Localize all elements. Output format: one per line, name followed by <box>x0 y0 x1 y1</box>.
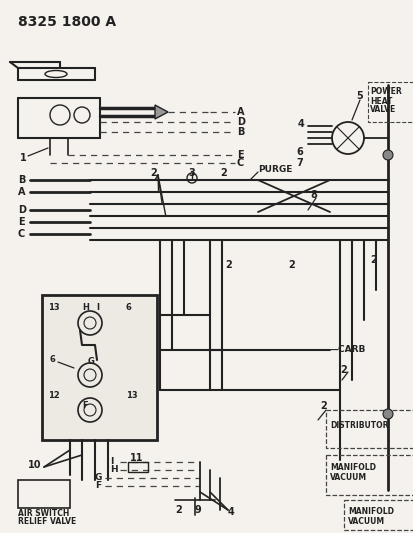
Bar <box>42 295 157 440</box>
Text: 13: 13 <box>48 303 59 312</box>
Text: 2: 2 <box>287 260 294 270</box>
Text: 11: 11 <box>130 453 143 463</box>
Bar <box>367 82 413 122</box>
Text: 1: 1 <box>20 153 27 163</box>
Text: POWER: POWER <box>369 87 401 96</box>
Text: AIR SWITCH: AIR SWITCH <box>18 508 69 518</box>
Bar <box>325 410 413 448</box>
Text: E: E <box>18 217 24 227</box>
Text: A: A <box>236 107 244 117</box>
Text: RELIEF VALVE: RELIEF VALVE <box>18 518 76 527</box>
Text: F: F <box>95 481 101 490</box>
Text: 2: 2 <box>150 168 157 178</box>
Text: 4: 4 <box>228 507 234 517</box>
Circle shape <box>382 409 392 419</box>
Bar <box>343 500 413 530</box>
Text: 6: 6 <box>126 303 132 312</box>
Text: F: F <box>82 400 88 409</box>
Bar <box>325 455 413 495</box>
Text: A: A <box>18 187 26 197</box>
Text: C: C <box>236 158 244 168</box>
Text: 2: 2 <box>175 505 181 515</box>
Text: HEAT: HEAT <box>369 96 392 106</box>
Text: 13: 13 <box>126 391 137 400</box>
Text: DISTRIBUTOR: DISTRIBUTOR <box>329 421 387 430</box>
Text: 8: 8 <box>309 190 316 200</box>
Text: 2: 2 <box>224 260 231 270</box>
Text: VALVE: VALVE <box>369 106 395 115</box>
Text: I: I <box>110 457 113 466</box>
Circle shape <box>382 150 392 160</box>
Text: VACUUM: VACUUM <box>347 516 384 526</box>
Text: MANIFOLD: MANIFOLD <box>347 507 393 516</box>
Text: 2: 2 <box>219 168 226 178</box>
Polygon shape <box>154 105 168 119</box>
Text: MANIFOLD: MANIFOLD <box>329 464 375 472</box>
Text: 7: 7 <box>295 158 302 168</box>
Text: 2: 2 <box>319 401 326 411</box>
Text: G: G <box>88 358 95 367</box>
Text: B: B <box>236 127 244 137</box>
Text: 8325 1800 A: 8325 1800 A <box>18 15 116 29</box>
Text: 10: 10 <box>28 460 41 470</box>
Text: H: H <box>110 465 117 474</box>
Text: I: I <box>96 303 99 312</box>
Bar <box>18 480 70 508</box>
Text: 12: 12 <box>48 391 59 400</box>
Text: 6: 6 <box>295 147 302 157</box>
Text: E: E <box>236 150 243 160</box>
Text: 2: 2 <box>369 255 376 265</box>
Text: 6: 6 <box>50 356 56 365</box>
Text: D: D <box>236 117 244 127</box>
Text: PURGE: PURGE <box>257 166 292 174</box>
Text: G: G <box>95 473 102 482</box>
Text: D: D <box>18 205 26 215</box>
Text: —CARB: —CARB <box>329 345 366 354</box>
Text: C: C <box>18 229 25 239</box>
Text: 2: 2 <box>339 365 346 375</box>
Text: VACUUM: VACUUM <box>329 473 366 482</box>
Bar <box>128 462 147 472</box>
Text: 3: 3 <box>188 168 194 178</box>
Text: B: B <box>18 175 25 185</box>
Text: 9: 9 <box>195 505 201 515</box>
Text: 5: 5 <box>355 91 362 101</box>
Text: H: H <box>82 303 89 312</box>
Text: 4: 4 <box>297 119 304 129</box>
